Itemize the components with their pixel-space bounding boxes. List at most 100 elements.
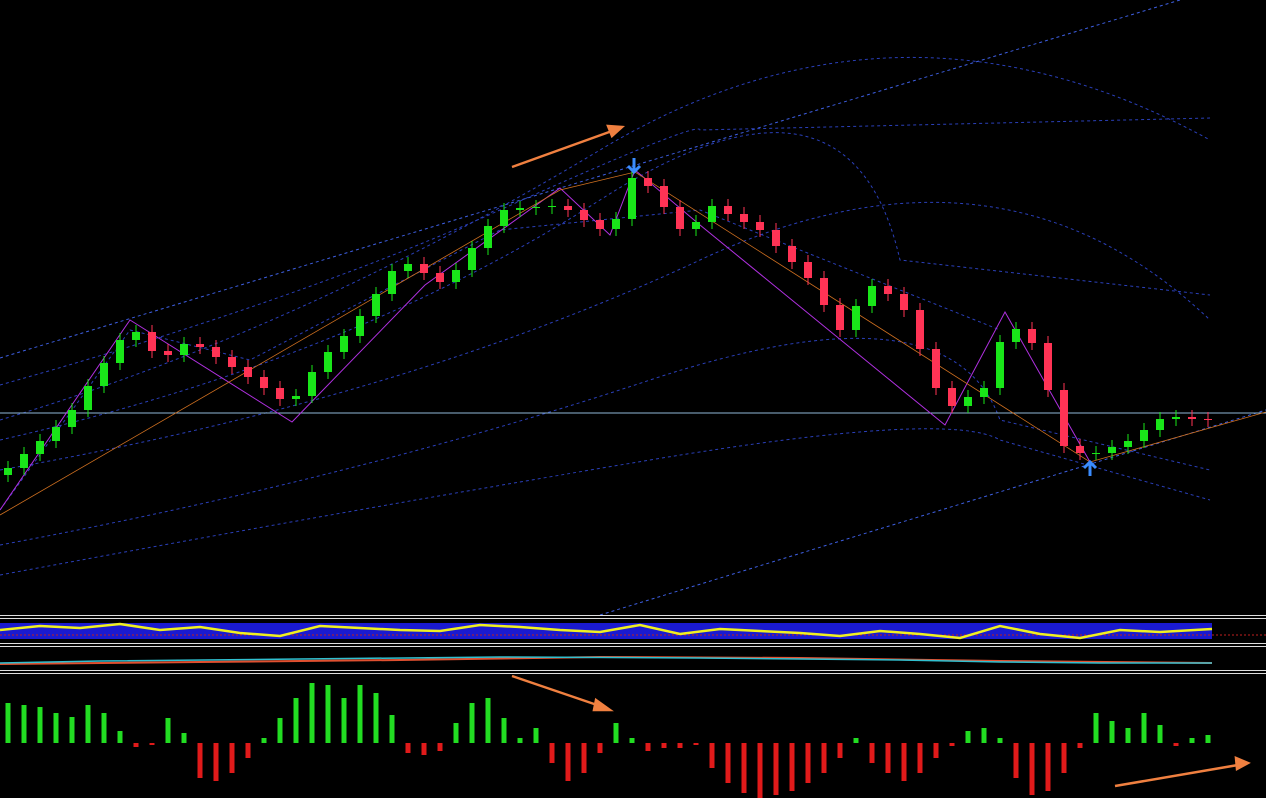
candle-body [148,332,156,351]
candle-body [628,178,636,219]
histogram [5,683,1211,798]
candle-body [260,377,268,388]
candle-body [1012,329,1020,342]
candle-body [708,206,716,222]
candle-body [212,347,220,357]
histogram-bar [101,713,107,743]
candle-body [820,278,828,305]
candle-body [500,210,508,226]
candle-body [196,344,204,347]
candle-body [612,219,620,229]
histogram-bar [69,717,75,743]
candle-body [852,306,860,330]
annotation-arrows [511,124,1251,788]
histogram-bar [1205,735,1211,743]
histogram-bar [565,743,571,781]
candle-body [1076,446,1084,453]
signal-arrows [626,158,1098,476]
histogram-bar [181,733,187,743]
candle-body [868,286,876,306]
histogram-bar [213,743,219,781]
candle-body [404,264,412,271]
histogram-bar [805,743,811,783]
candle-body [948,388,956,406]
histogram-bar [437,743,443,751]
candle-body [324,352,332,372]
histogram-bar [1061,743,1067,773]
histogram-bar [53,713,59,743]
histogram-bar [949,743,955,746]
histogram-bar [853,738,859,743]
candle-body [292,396,300,399]
histogram-bar [421,743,427,755]
candle-body [532,207,540,208]
histogram-bar [773,743,779,795]
candle-body [340,336,348,352]
histogram-bar [837,743,843,758]
candle-body [164,351,172,355]
histogram-bar [1093,713,1099,743]
candle-body [356,316,364,336]
histogram-bar [309,683,315,743]
candle-body [964,397,972,406]
histogram-bar [645,743,651,751]
candle-body [1156,419,1164,430]
histogram-bar [661,743,667,748]
candle-body [484,226,492,248]
candle-body [660,186,668,207]
histogram-bar [917,743,923,773]
candle-body [116,340,124,363]
histogram-bar [469,703,475,743]
histogram-bar [693,743,699,745]
histogram-bar [885,743,891,773]
histogram-bar [965,731,971,743]
histogram-bar [277,718,283,743]
histogram-bar [677,743,683,748]
histogram-bar [613,723,619,743]
candle-body [468,248,476,270]
histogram-bar [149,743,155,745]
candle-body [724,206,732,214]
histogram-bar [581,743,587,773]
candle-body [132,332,140,340]
candle-body [52,427,60,441]
histogram-bar [1045,743,1051,791]
histogram-bar [341,698,347,743]
histogram-bar [5,703,11,743]
histogram-bar [373,693,379,743]
candle-body [388,271,396,294]
panel-separators [0,615,1266,674]
candle-body [1204,419,1212,420]
candle-body [372,294,380,316]
ma-panel [0,655,1213,665]
candle-body [228,357,236,367]
histogram-bar [1173,743,1179,746]
histogram-bar [485,698,491,743]
histogram-bar [389,715,395,743]
histogram-bar [597,743,603,753]
histogram-bar [165,718,171,743]
candle-body [788,246,796,262]
histogram-bar [725,743,731,783]
candle-body [980,388,988,397]
histogram-bar [405,743,411,753]
candle-body [644,178,652,186]
candle-body [1092,453,1100,454]
histogram-bar [1029,743,1035,795]
candle-body [36,441,44,454]
histogram-bar [709,743,715,768]
candle-body [932,349,940,388]
candle-body [596,220,604,229]
histogram-bar [629,738,635,743]
candle-body [100,363,108,386]
candle-body [276,388,284,399]
candle-body [772,230,780,246]
candle-body [996,342,1004,388]
histogram-bar [533,728,539,743]
candle-body [692,222,700,229]
candle-body [308,372,316,396]
histogram-bar [549,743,555,763]
candle-body [244,367,252,377]
